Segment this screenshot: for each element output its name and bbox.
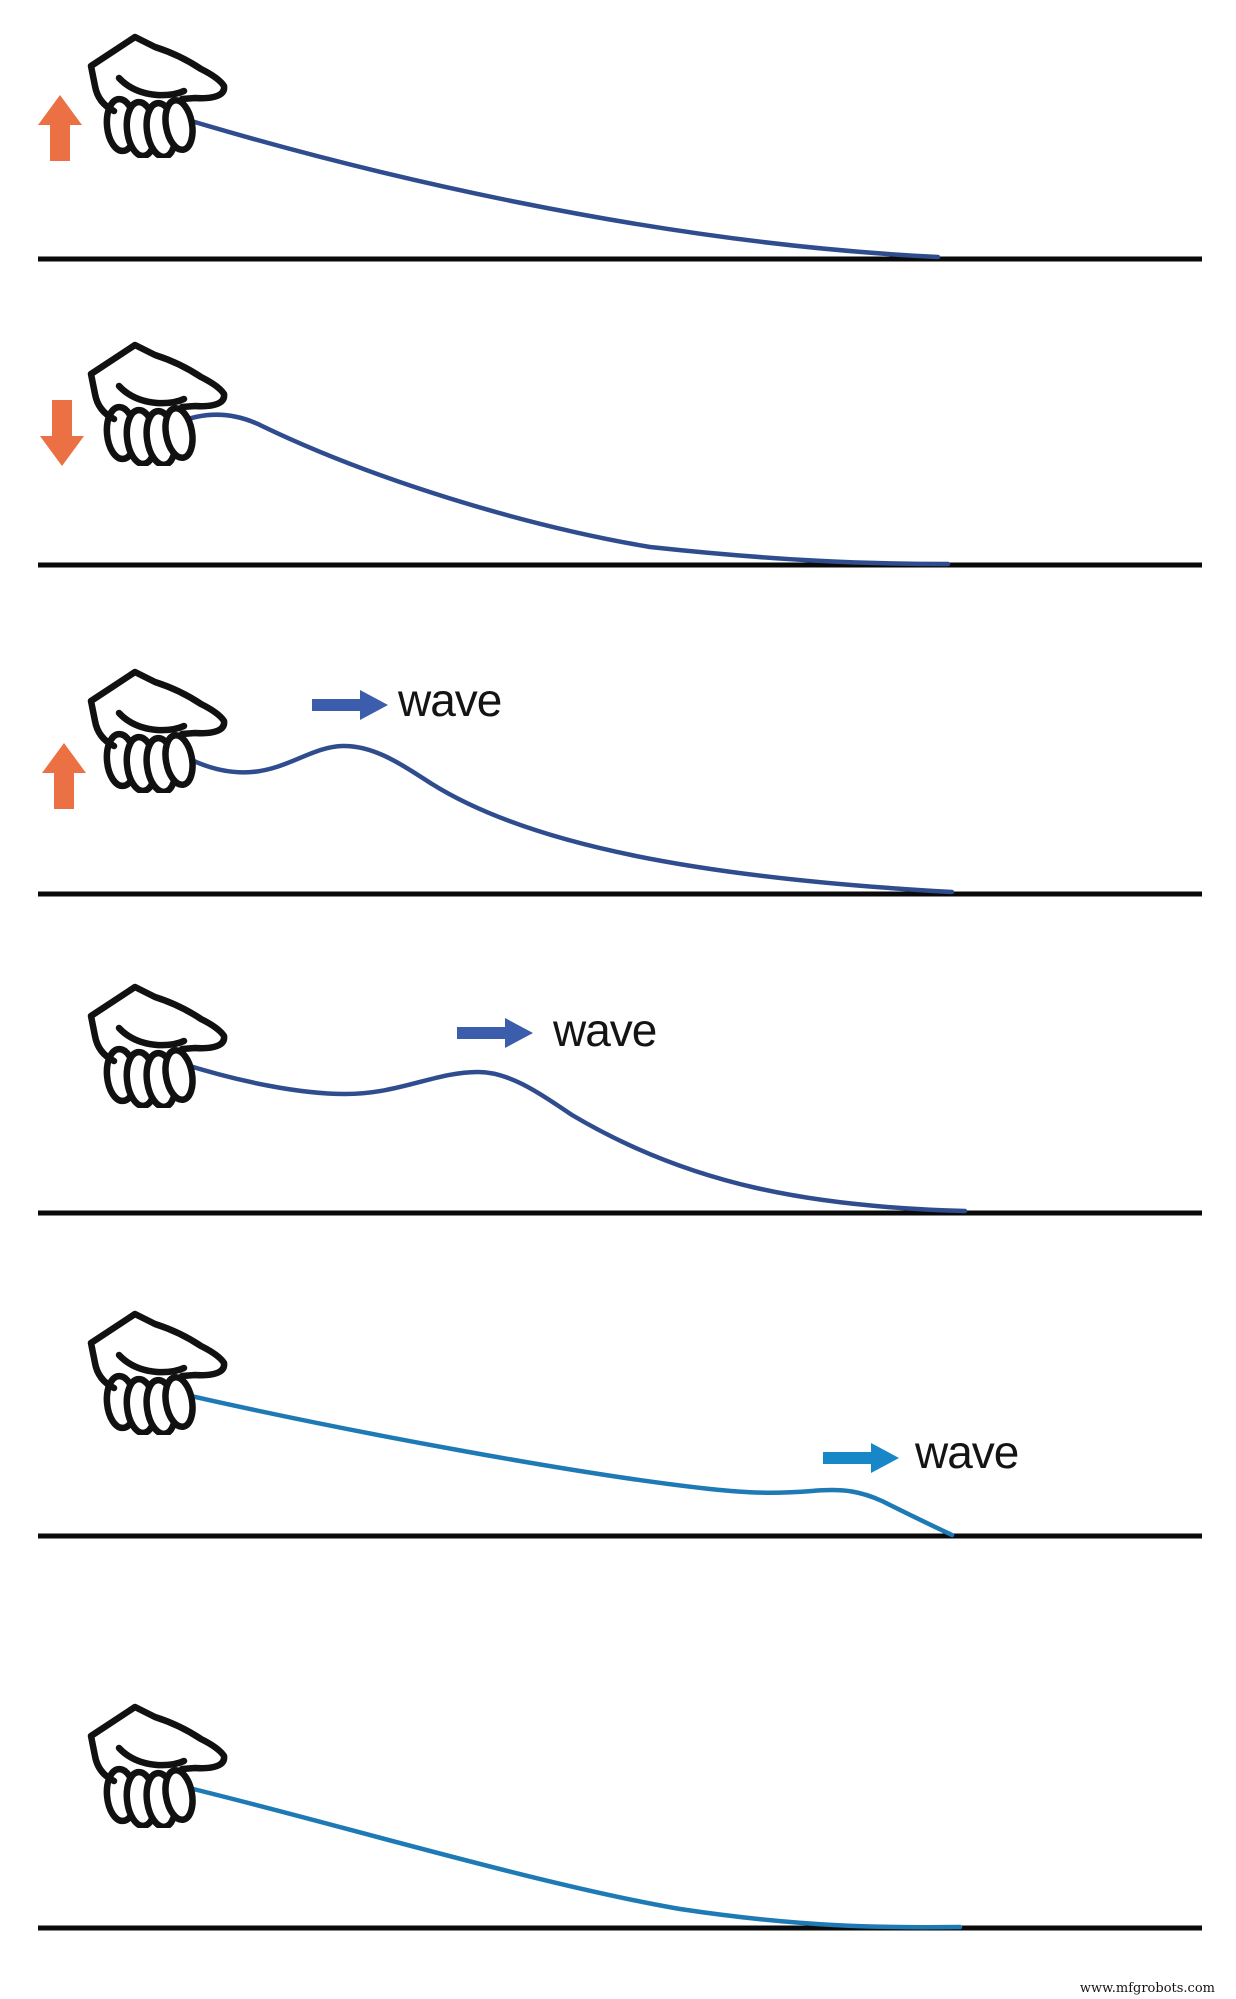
rope: [174, 412, 951, 567]
panel-step-1: [38, 37, 1202, 262]
hand-icon: [91, 1707, 224, 1829]
hand-icon: [91, 672, 224, 794]
hand-motion-down-arrow-icon: [40, 400, 84, 466]
hand-icon: [91, 987, 224, 1109]
panel-step-3: wave: [38, 672, 1202, 897]
hand-icon: [91, 37, 224, 159]
rope: [175, 114, 941, 260]
hand-motion-up-arrow-icon: [38, 95, 82, 161]
wave-direction-arrow-icon: [823, 1443, 899, 1473]
rope: [177, 1060, 968, 1214]
rope: [182, 1784, 963, 1930]
panel-step-4: wave: [38, 987, 1202, 1216]
watermark: www.mfgrobots.com: [1080, 1981, 1215, 1996]
wave-direction-arrow-icon: [312, 690, 388, 720]
wave-label: wave: [552, 1004, 656, 1056]
rope: [173, 743, 955, 895]
hand-icon: [91, 1314, 224, 1436]
wave-label: wave: [914, 1426, 1018, 1478]
hand-icon: [91, 345, 224, 467]
wave-direction-arrow-icon: [457, 1018, 533, 1048]
panel-step-5: wave: [38, 1314, 1202, 1539]
panel-step-2: [38, 345, 1202, 568]
panel-step-6: [38, 1707, 1202, 1931]
hand-motion-up-arrow-icon: [42, 743, 86, 809]
wave-label: wave: [397, 674, 501, 726]
rope: [179, 1391, 955, 1538]
